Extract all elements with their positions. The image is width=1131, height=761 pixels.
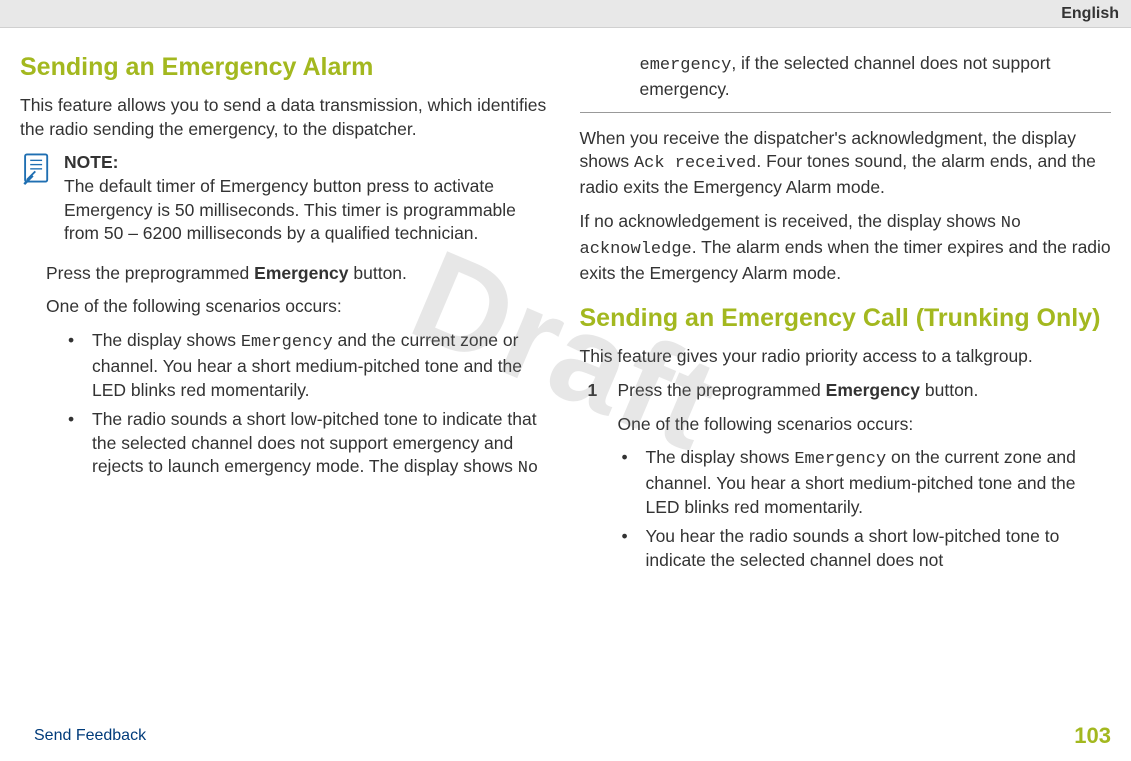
bullet-pre: The radio sounds a short low-pitched ton… [92, 409, 537, 476]
bullet-text: The display shows Emergency and the curr… [92, 329, 552, 402]
bullet-mono: Emergency [241, 333, 333, 352]
step-bold: Emergency [826, 380, 920, 400]
note-body: NOTE: The default timer of Emergency but… [64, 151, 552, 246]
step-prefix: Press the preprogrammed [46, 263, 254, 283]
bullet-text: The display shows Emergency on the curre… [646, 446, 1112, 519]
bullet-mono: Emergency [794, 450, 886, 469]
page-root: English Draft Sending an Emergency Alarm… [0, 0, 1131, 761]
step-bold: Emergency [254, 263, 348, 283]
right-step-line: Press the preprogrammed Emergency button… [618, 379, 1112, 403]
send-feedback-link[interactable]: Send Feedback [34, 727, 146, 745]
bullet-dot: • [68, 329, 82, 402]
header-language: English [1061, 5, 1119, 23]
list-item: • The radio sounds a short low-pitched t… [68, 408, 552, 481]
right-numbered-list: 1 Press the preprogrammed Emergency butt… [580, 379, 1112, 579]
continuation-line: emergency, if the selected channel does … [580, 52, 1112, 102]
page-number: 103 [1074, 723, 1111, 749]
list-item: • You hear the radio sounds a short low-… [622, 525, 1112, 572]
bullet-pre: The display shows [92, 330, 241, 350]
intro-paragraph-1: This feature allows you to send a data t… [20, 94, 552, 141]
right-para-2: If no acknowledgement is received, the d… [580, 210, 1112, 286]
list-item: • The display shows Emergency and the cu… [68, 329, 552, 402]
intro-paragraph-2: This feature gives your radio priority a… [580, 345, 1112, 369]
left-bullets: • The display shows Emergency and the cu… [46, 329, 552, 481]
section-title-2: Sending an Emergency Call (Trunking Only… [580, 303, 1112, 333]
bullet-text: You hear the radio sounds a short low-pi… [646, 525, 1112, 572]
bullet-pre: You hear the radio sounds a short low-pi… [646, 526, 1060, 570]
bullet-dot: • [622, 525, 636, 572]
right-column: emergency, if the selected channel does … [580, 52, 1112, 721]
step-suffix: button. [920, 380, 978, 400]
bullet-dot: • [68, 408, 82, 481]
step-prefix: Press the preprogrammed [618, 380, 826, 400]
left-scenarios-lead: One of the following scenarios occurs: [46, 295, 552, 319]
right-para-1: When you receive the dispatcher's acknow… [580, 127, 1112, 200]
bullet-dot: • [622, 446, 636, 519]
numbered-step: 1 Press the preprogrammed Emergency butt… [588, 379, 1112, 579]
para-mono: Ack received [634, 154, 756, 173]
bullet-mono: No [518, 459, 538, 478]
bullet-pre: The display shows [646, 447, 795, 467]
left-column: Sending an Emergency Alarm This feature … [20, 52, 552, 721]
step-number: 1 [588, 379, 604, 579]
step-suffix: button. [349, 263, 407, 283]
list-item: • The display shows Emergency on the cur… [622, 446, 1112, 519]
section-title-1: Sending an Emergency Alarm [20, 52, 552, 82]
para-pre: If no acknowledgement is received, the d… [580, 211, 1001, 231]
header-bar: English [0, 0, 1131, 28]
content-columns: Sending an Emergency Alarm This feature … [0, 28, 1131, 721]
right-bullets: • The display shows Emergency on the cur… [618, 446, 1112, 572]
left-step-line: Press the preprogrammed Emergency button… [46, 262, 552, 286]
bullet-text: The radio sounds a short low-pitched ton… [92, 408, 552, 481]
note-icon [20, 151, 54, 185]
note-label: NOTE: [64, 151, 552, 175]
separator-rule [580, 112, 1112, 113]
left-step-block: Press the preprogrammed Emergency button… [20, 262, 552, 482]
cont-mono: emergency [640, 56, 732, 75]
step-body: Press the preprogrammed Emergency button… [618, 379, 1112, 579]
page-footer: Send Feedback 103 [0, 721, 1131, 761]
note-block: NOTE: The default timer of Emergency but… [20, 151, 552, 246]
right-scenarios-lead: One of the following scenarios occurs: [618, 413, 1112, 437]
note-text: The default timer of Emergency button pr… [64, 175, 552, 246]
